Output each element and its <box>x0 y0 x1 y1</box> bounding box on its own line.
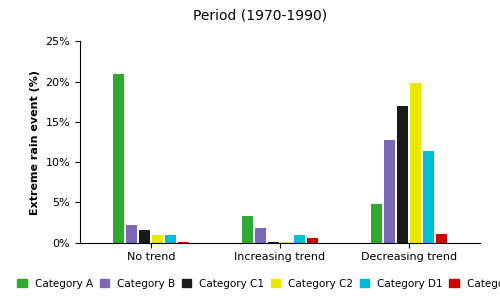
Y-axis label: Extreme rain event (%): Extreme rain event (%) <box>30 70 40 215</box>
Bar <box>113 74 124 243</box>
Bar <box>384 140 396 243</box>
Bar <box>126 225 138 243</box>
Bar <box>268 242 279 243</box>
Bar <box>281 242 292 243</box>
Bar <box>294 236 305 243</box>
Bar <box>255 228 266 243</box>
Bar <box>178 242 189 243</box>
Bar <box>164 236 176 243</box>
Legend: Category A, Category B, Category C1, Category C2, Category D1, Category D2: Category A, Category B, Category C1, Cat… <box>16 277 500 291</box>
Bar <box>306 238 318 243</box>
Bar <box>436 234 447 243</box>
Bar <box>410 83 421 243</box>
Bar <box>422 151 434 243</box>
Bar <box>371 204 382 243</box>
Bar <box>242 216 254 243</box>
Bar <box>152 236 163 243</box>
Text: Period (1970-1990): Period (1970-1990) <box>193 9 327 23</box>
Bar <box>397 106 408 243</box>
Bar <box>139 230 150 243</box>
